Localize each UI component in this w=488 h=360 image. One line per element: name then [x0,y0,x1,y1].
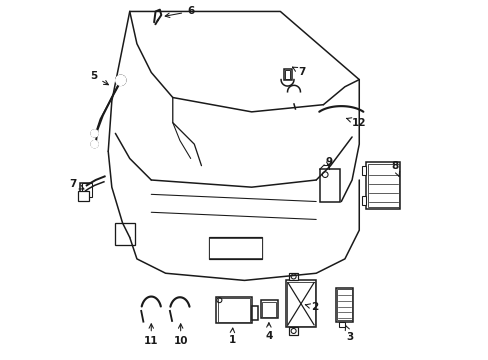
Bar [335,288,352,321]
Bar [338,321,345,327]
Circle shape [91,140,98,148]
Text: 6: 6 [165,6,194,18]
Bar [80,183,89,197]
Text: 7: 7 [292,67,305,77]
Bar [362,196,366,205]
Text: 8: 8 [391,161,399,176]
Circle shape [91,130,98,137]
Bar [319,169,339,202]
Bar [337,289,351,320]
Bar [115,223,135,244]
Bar [286,282,314,325]
Bar [367,164,398,207]
Bar [362,166,366,175]
Bar [289,273,298,280]
Text: 7: 7 [69,179,84,189]
Bar [285,280,316,327]
Text: 9: 9 [325,157,332,167]
Text: 2: 2 [305,302,317,312]
Text: 10: 10 [173,324,187,346]
Bar [366,162,400,209]
Text: 12: 12 [346,118,366,128]
Bar [78,191,88,201]
Bar [215,297,251,323]
Bar [209,238,261,258]
Bar [251,306,258,320]
Text: 4: 4 [264,323,272,341]
Bar [285,69,290,79]
Bar [284,69,291,80]
Bar [208,237,262,259]
Bar [217,298,249,321]
Bar [260,300,277,318]
Bar [289,327,298,335]
Bar [82,183,92,197]
Text: 5: 5 [90,71,108,85]
Bar [262,302,276,317]
Circle shape [116,75,125,85]
Text: 1: 1 [228,328,235,345]
Text: 3: 3 [345,326,353,342]
Text: 11: 11 [144,324,158,346]
